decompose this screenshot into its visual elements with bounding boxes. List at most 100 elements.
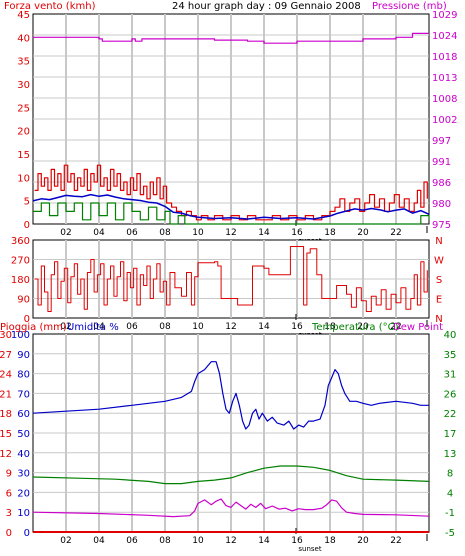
y-tick-label: 25	[17, 103, 30, 114]
humidity-tick-label: 40	[17, 449, 30, 460]
x-tick-label: 04	[93, 536, 105, 546]
y-tick-label: 30	[17, 80, 30, 91]
humidity-tick-label: 90	[17, 350, 30, 361]
humidity-tick-label: 60	[17, 409, 30, 420]
x-tick-label: 14	[258, 536, 270, 546]
x-tick-label: 12	[225, 322, 236, 332]
wind-direction-line	[34, 246, 428, 312]
rain-tick-label: 12	[0, 449, 12, 460]
x-tick-label: 14	[258, 228, 270, 238]
y-tick-label: 980	[432, 199, 451, 210]
compass-label: E	[436, 295, 442, 306]
temperature-tick-label: 17	[444, 429, 457, 440]
x-tick-label: 06	[126, 322, 138, 332]
humidity-tick-label: 0	[24, 528, 30, 539]
temperature-axis-title: Temperatura (°C)	[311, 322, 399, 333]
humidity-tick-label: 20	[17, 488, 30, 499]
compass-label: N	[435, 314, 442, 325]
temperature-tick-label: 31	[444, 370, 457, 381]
humidity-tick-label: 50	[17, 429, 30, 440]
rain-tick-label: 15	[0, 429, 12, 440]
y-tick-label: 0	[24, 314, 30, 325]
temperature-tick-label: 35	[444, 350, 457, 361]
y-tick-label: 1024	[432, 31, 457, 42]
temperature-tick-label: -5	[445, 528, 455, 539]
y-tick-label: 20	[17, 127, 30, 138]
x-tick-label: 02	[60, 536, 71, 546]
x-tick-label: 02	[60, 322, 71, 332]
temperature-tick-label: 22	[444, 409, 457, 420]
compass-label: N	[435, 236, 442, 247]
pressure-line	[33, 32, 429, 44]
y-tick-label: 1029	[432, 10, 457, 21]
humidity-tick-label: 10	[17, 508, 30, 519]
compass-label: S	[436, 275, 442, 286]
dewpoint-axis-title: Dew Point	[393, 322, 443, 333]
x-tick-label: 20	[357, 322, 369, 332]
rain-axis-title: Pioggia (mm)	[0, 322, 67, 333]
rain-tick-label: 21	[0, 389, 12, 400]
x-tick-label: 12	[225, 536, 236, 546]
y-tick-label: 986	[432, 178, 451, 189]
wind-axis-title: Forza vento (kmh)	[4, 1, 96, 12]
rain-tick-label: 0	[6, 528, 12, 539]
y-tick-label: 0	[24, 220, 30, 231]
x-tick-label: 02	[60, 228, 71, 238]
x-tick-label: 18	[324, 322, 336, 332]
x-tick-label: 10	[192, 536, 204, 546]
sunset-label: sunset	[298, 545, 321, 553]
x-tick-label: 10	[192, 228, 204, 238]
humidity-tick-label: 70	[17, 389, 30, 400]
humidity-tick-label: 100	[11, 330, 30, 341]
y-tick-label: 360	[11, 236, 30, 247]
x-tick-label: 04	[93, 322, 105, 332]
humidity-tick-label: 30	[17, 469, 30, 480]
x-tick-label: 22	[390, 322, 401, 332]
x-tick-label: 10	[192, 322, 204, 332]
x-tick-label: 22	[390, 228, 401, 238]
rain-tick-label: 18	[0, 409, 12, 420]
x-tick-label: 16	[291, 322, 303, 332]
chart-title: 24 hour graph day : 09 Gennaio 2008	[172, 1, 361, 12]
x-tick-label: 08	[159, 322, 171, 332]
y-tick-label: 1008	[432, 94, 457, 105]
rain-tick-label: 6	[6, 488, 12, 499]
compass-label: W	[434, 256, 444, 267]
x-tick-label: 16	[291, 228, 303, 238]
wind-gust-line	[34, 164, 428, 221]
x-tick-label: 14	[258, 322, 270, 332]
rain-tick-label: 3	[6, 508, 12, 519]
y-tick-label: 975	[432, 220, 451, 231]
temperature-tick-label: 4	[447, 488, 453, 499]
rain-tick-label: 9	[6, 469, 12, 480]
temperature-tick-label: 26	[444, 389, 457, 400]
y-tick-label: 1018	[432, 52, 457, 63]
y-tick-label: 1002	[432, 115, 457, 126]
temperature-tick-label: -1	[445, 508, 455, 519]
rain-tick-label: 24	[0, 370, 12, 381]
y-tick-label: 997	[432, 136, 451, 147]
y-tick-label: 15	[17, 150, 30, 161]
wind-low-line	[33, 202, 430, 225]
y-tick-label: 991	[432, 157, 451, 168]
y-tick-label: 35	[17, 57, 30, 68]
temperature-tick-label: 13	[444, 449, 457, 460]
x-tick-label: 08	[159, 228, 171, 238]
y-tick-label: 1013	[432, 73, 457, 84]
rain-tick-label: 27	[0, 350, 12, 361]
dewpoint-line	[32, 498, 430, 518]
y-tick-label: 270	[11, 256, 30, 267]
humidity-tick-label: 80	[17, 370, 30, 381]
temperature-line	[32, 465, 430, 485]
wind-average-line	[32, 193, 430, 220]
x-tick-label: 18	[324, 536, 336, 546]
x-tick-label: 20	[357, 228, 369, 238]
y-tick-label: 5	[24, 197, 30, 208]
humidity-line	[32, 361, 429, 430]
x-tick-label: 08	[159, 536, 171, 546]
pressure-axis-title: Pressione (mb)	[372, 1, 447, 12]
y-tick-label: 10	[17, 173, 30, 184]
x-tick-label: 16	[291, 536, 303, 546]
temperature-tick-label: 40	[444, 330, 457, 341]
